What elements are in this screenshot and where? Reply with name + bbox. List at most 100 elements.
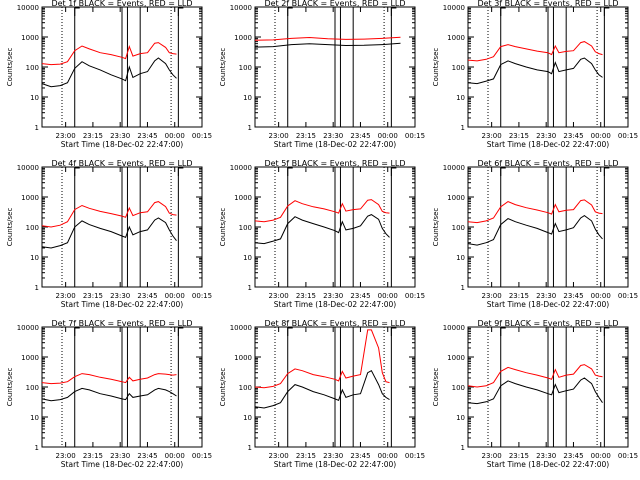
x-tick-label: 23:30: [536, 292, 556, 300]
events-series-line: [254, 42, 401, 48]
events-series-line: [41, 217, 177, 249]
y-axis-title: Counts/sec: [6, 48, 14, 87]
y-tick-label: 10000: [230, 4, 252, 12]
y-tick-label: 1: [35, 444, 39, 452]
x-tick-label: 00:00: [591, 132, 611, 140]
x-tick-label: 23:15: [509, 292, 529, 300]
lld-series-line: [254, 329, 390, 389]
x-tick-label: 00:00: [378, 292, 398, 300]
x-axis-title: Start Time (18-Dec-02 22:47:00): [487, 460, 609, 469]
y-tick-label: 10: [456, 414, 465, 422]
x-tick-label: 23:45: [137, 452, 157, 460]
x-tick-label: 00:00: [591, 452, 611, 460]
y-tick-label: 10000: [443, 4, 465, 12]
x-tick-label: 00:15: [405, 132, 425, 140]
x-tick-label: 00:00: [165, 132, 185, 140]
x-tick-label: 23:30: [536, 452, 556, 460]
chart-title: Det 2f BLACK = Events, RED = LLD: [264, 0, 405, 8]
x-tick-label: 23:15: [296, 132, 316, 140]
events-series-line: [41, 57, 177, 88]
y-tick-label: 1: [35, 284, 39, 292]
y-tick-label: 1000: [234, 194, 252, 202]
chart-title: Det 8f BLACK = Events, RED = LLD: [264, 319, 405, 328]
events-series-line: [254, 370, 390, 409]
y-tick-label: 100: [26, 224, 39, 232]
y-axis-title: Counts/sec: [6, 368, 14, 407]
x-tick-label: 00:15: [618, 452, 638, 460]
x-tick-label: 23:15: [296, 452, 316, 460]
bracket-mark: [287, 7, 293, 16]
y-tick-label: 1000: [21, 194, 39, 202]
x-tick-label: 00:00: [378, 452, 398, 460]
lld-series-line: [467, 364, 603, 388]
x-axis-title: Start Time (18-Dec-02 22:47:00): [274, 460, 396, 469]
y-tick-label: 10000: [17, 164, 39, 172]
chart-panel: 1 10 100 1000 10000 23:00 23:15 23:30 23:45 00:00…: [432, 0, 638, 149]
x-tick-label: 23:00: [56, 292, 76, 300]
y-axis-title: Counts/sec: [432, 48, 440, 87]
y-axis-title: Counts/sec: [432, 208, 440, 247]
x-axis-title: Start Time (18-Dec-02 22:47:00): [61, 460, 183, 469]
lld-series-line: [41, 201, 177, 228]
y-tick-label: 100: [239, 384, 252, 392]
y-tick-label: 100: [26, 384, 39, 392]
lld-series-line: [254, 36, 401, 41]
x-tick-label: 23:00: [269, 452, 289, 460]
bracket-mark: [177, 327, 184, 336]
bracket-mark: [500, 167, 506, 176]
y-tick-label: 1: [461, 124, 465, 132]
y-tick-label: 10000: [17, 324, 39, 332]
x-tick-label: 23:45: [137, 132, 157, 140]
x-tick-label: 23:00: [269, 132, 289, 140]
y-tick-label: 100: [452, 224, 465, 232]
x-tick-label: 23:15: [509, 452, 529, 460]
y-tick-label: 10: [456, 94, 465, 102]
y-tick-label: 10000: [17, 4, 39, 12]
x-tick-label: 23:45: [350, 452, 370, 460]
x-axis-title: Start Time (18-Dec-02 22:47:00): [274, 140, 396, 149]
y-tick-label: 1: [461, 284, 465, 292]
chart-panel: 1 10 100 1000 10000 23:00 23:15 23:30 23:45 00:00…: [219, 319, 425, 469]
events-series-line: [41, 387, 177, 402]
chart-panel: 1 10 100 1000 10000 23:00 23:15 23:30 23:45 00:00…: [6, 0, 212, 149]
lld-series-line: [254, 199, 390, 223]
y-tick-label: 100: [239, 224, 252, 232]
lld-series-line: [467, 199, 603, 224]
x-tick-label: 23:45: [563, 132, 583, 140]
chart-title: Det 4f BLACK = Events, RED = LLD: [51, 159, 192, 168]
lld-series-line: [467, 41, 603, 62]
x-tick-label: 23:00: [56, 452, 76, 460]
x-tick-label: 23:30: [323, 452, 343, 460]
y-axis-title: Counts/sec: [219, 48, 227, 87]
x-tick-label: 23:45: [137, 292, 157, 300]
x-tick-label: 23:45: [350, 132, 370, 140]
x-tick-label: 23:00: [482, 132, 502, 140]
bracket-mark: [177, 167, 184, 176]
x-tick-label: 23:15: [296, 292, 316, 300]
x-tick-label: 23:45: [563, 452, 583, 460]
y-tick-label: 1000: [234, 354, 252, 362]
chart-panel: 1 10 100 1000 10000 23:00 23:15 23:30 23:45 00:00…: [432, 319, 638, 469]
x-axis-title: Start Time (18-Dec-02 22:47:00): [274, 300, 396, 309]
bracket-mark: [74, 167, 80, 176]
y-tick-label: 1000: [234, 34, 252, 42]
y-tick-label: 100: [452, 384, 465, 392]
x-tick-label: 23:15: [83, 132, 103, 140]
y-axis-title: Counts/sec: [219, 368, 227, 407]
chart-title: Det 1f BLACK = Events, RED = LLD: [51, 0, 192, 8]
lld-series-line: [41, 373, 177, 385]
y-tick-label: 1000: [21, 354, 39, 362]
x-tick-label: 00:00: [378, 132, 398, 140]
x-tick-label: 00:15: [192, 452, 212, 460]
x-tick-label: 00:15: [192, 132, 212, 140]
events-series-line: [467, 57, 603, 85]
chart-panel: 1 10 100 1000 10000 23:00 23:15 23:30 23:45 00:00…: [219, 159, 425, 309]
x-tick-label: 23:00: [56, 132, 76, 140]
x-axis-title: Start Time (18-Dec-02 22:47:00): [487, 300, 609, 309]
y-axis-title: Counts/sec: [6, 208, 14, 247]
y-tick-label: 10: [243, 94, 252, 102]
x-tick-label: 23:00: [482, 452, 502, 460]
y-tick-label: 10: [243, 254, 252, 262]
y-tick-label: 100: [239, 64, 252, 72]
chart-panel: 1 10 100 1000 10000 23:00 23:15 23:30 23:45 00:00…: [6, 319, 212, 469]
